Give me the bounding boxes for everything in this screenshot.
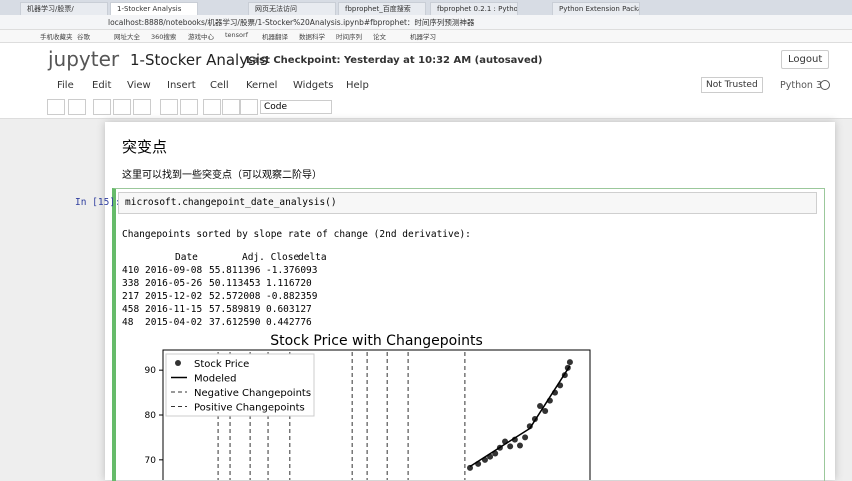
legend-label: Stock Price bbox=[194, 359, 249, 370]
toolbar-button[interactable] bbox=[47, 99, 65, 115]
toolbar-button[interactable] bbox=[93, 99, 111, 115]
kernel-indicator bbox=[820, 80, 830, 90]
y-tick-label: 70 bbox=[145, 456, 157, 466]
markdown-text: 这里可以找到一些突变点（可以观察二阶导） bbox=[122, 170, 322, 181]
menu-item[interactable]: Cell bbox=[210, 80, 229, 91]
table-cell: 2016-05-26 bbox=[145, 278, 203, 289]
chart: Stock Price with Changepoints 70 80 90 Stock… bbox=[145, 333, 591, 480]
y-tick-label: 80 bbox=[145, 411, 157, 421]
price-point bbox=[542, 407, 549, 414]
chart-title: Stock Price with Changepoints bbox=[270, 333, 483, 349]
menu-item[interactable]: Widgets bbox=[293, 80, 334, 91]
table-cell: -1.376093 bbox=[266, 265, 318, 276]
table-cell: 57.589819 bbox=[209, 304, 261, 315]
legend-label: Modeled bbox=[194, 374, 237, 385]
price-point bbox=[526, 423, 533, 430]
table-cell: 338 bbox=[122, 278, 140, 289]
table-cell: 37.612590 bbox=[209, 317, 261, 328]
table-cell: 0.442776 bbox=[266, 317, 312, 328]
logout-button[interactable]: Logout bbox=[781, 50, 830, 69]
table-cell: 217 bbox=[122, 291, 140, 302]
legend-marker bbox=[175, 360, 181, 366]
bookmark[interactable]: 谷歌 bbox=[77, 33, 90, 41]
toolbar-button[interactable] bbox=[133, 99, 151, 115]
table-cell: 2016-11-15 bbox=[145, 304, 203, 315]
menu-item[interactable]: Kernel bbox=[246, 80, 278, 91]
menu-item[interactable]: Insert bbox=[167, 80, 196, 91]
toolbar-button[interactable] bbox=[68, 99, 86, 115]
bookmarks-bar: 手机收藏夹 谷歌 网址大全 360搜索 游戏中心 tensorf 机器翻译 数据科学 时间序列 论… bbox=[0, 30, 852, 43]
table-header: Adj. Close bbox=[242, 252, 300, 263]
table-cell: 2015-12-02 bbox=[145, 291, 203, 302]
table-cell: 52.572008 bbox=[209, 291, 261, 302]
tab-bar: 机器学习/股票/1-Stocker Analysis 网页无法访问 fbprophe… bbox=[0, 0, 852, 15]
notebook-page bbox=[105, 122, 835, 480]
table-cell: 1.116720 bbox=[266, 278, 312, 289]
y-tick-label: 90 bbox=[145, 366, 157, 376]
menu-item[interactable]: Edit bbox=[92, 80, 112, 91]
browser-tab[interactable]: fbprophet 0.2.1 : Python Pack bbox=[430, 2, 518, 15]
bookmark[interactable]: 时间序列 bbox=[336, 33, 362, 41]
selected-cell[interactable] bbox=[112, 188, 825, 481]
menu-item[interactable]: Help bbox=[346, 80, 369, 91]
kernel-name: Python 3 bbox=[780, 80, 822, 91]
price-point bbox=[566, 359, 573, 366]
toolbar-button[interactable] bbox=[203, 99, 221, 115]
bookmark[interactable]: 机器学习 bbox=[410, 33, 436, 41]
table-cell: -0.882359 bbox=[266, 291, 318, 302]
output-text: Changepoints sorted by slope rate of cha… bbox=[122, 229, 471, 240]
browser-tab[interactable]: 网页无法访问 bbox=[248, 2, 336, 15]
plot-area bbox=[162, 349, 591, 480]
menu-item[interactable]: View bbox=[127, 80, 151, 91]
cell-prompt: In [15]: bbox=[75, 197, 121, 208]
url[interactable]: localhost:8888/notebooks/机器学习/股票/1-Stock… bbox=[108, 18, 475, 27]
code: microsoft.changepoint_date_analysis() bbox=[125, 197, 337, 208]
table-cell: 55.811396 bbox=[209, 265, 261, 276]
bookmark[interactable]: 游戏中心 bbox=[188, 33, 214, 41]
price-point bbox=[516, 442, 523, 449]
markdown-heading: 突变点 bbox=[122, 138, 168, 156]
legend-label: Positive Changepoints bbox=[194, 403, 305, 414]
price-point bbox=[522, 434, 529, 441]
bookmark[interactable]: 论文 bbox=[373, 33, 386, 41]
bookmark[interactable]: 数据科学 bbox=[299, 33, 325, 41]
table-cell: 458 bbox=[122, 304, 140, 315]
legend bbox=[165, 353, 315, 417]
bookmark[interactable]: 机器翻译 bbox=[262, 33, 288, 41]
table-cell: 0.603127 bbox=[266, 304, 312, 315]
bookmark[interactable]: 网址大全 bbox=[114, 33, 140, 41]
toolbar-button[interactable] bbox=[222, 99, 240, 115]
table-cell: 2016-09-08 bbox=[145, 265, 203, 276]
toolbar-button[interactable] bbox=[240, 99, 258, 115]
cell-type-select[interactable]: Code bbox=[260, 100, 332, 114]
bookmark[interactable]: tensorf bbox=[225, 31, 248, 39]
browser-tab[interactable]: Python Extension Packages f bbox=[552, 2, 640, 15]
price-point bbox=[507, 443, 514, 450]
toolbar-button[interactable] bbox=[160, 99, 178, 115]
trust-indicator[interactable]: Not Trusted bbox=[701, 77, 763, 93]
notebook-name[interactable]: 1-Stocker Analysis bbox=[130, 51, 268, 69]
browser-tab[interactable]: 机器学习/股票/ bbox=[20, 2, 108, 15]
browser-tab[interactable]: fbprophet_百度搜索 bbox=[338, 2, 426, 15]
address-bar: localhost:8888/notebooks/机器学习/股票/1-Stock… bbox=[0, 15, 852, 30]
toolbar-button[interactable] bbox=[113, 99, 131, 115]
code-input[interactable]: microsoft.changepoint_date_analysis() bbox=[118, 192, 817, 214]
checkpoint: Last Checkpoint: Yesterday at 10:32 AM (… bbox=[246, 55, 543, 66]
table-cell: 50.113453 bbox=[209, 278, 261, 289]
toolbar-button[interactable] bbox=[180, 99, 198, 115]
table-cell: 410 bbox=[122, 265, 140, 276]
table-header: Date bbox=[175, 252, 198, 263]
price-point bbox=[537, 403, 544, 410]
model-line bbox=[469, 365, 571, 468]
table-cell: 2015-04-02 bbox=[145, 317, 203, 328]
bookmark[interactable]: 360搜索 bbox=[151, 33, 177, 41]
table-cell: 48 bbox=[122, 317, 134, 328]
bookmark[interactable]: 手机收藏夹 bbox=[40, 33, 73, 41]
browser-tab[interactable]: 1-Stocker Analysis bbox=[110, 2, 198, 15]
table-header: delta bbox=[298, 252, 327, 263]
logo[interactable]: jupyter bbox=[48, 47, 120, 71]
legend-label: Negative Changepoints bbox=[194, 388, 311, 399]
menu-item[interactable]: File bbox=[57, 80, 74, 91]
